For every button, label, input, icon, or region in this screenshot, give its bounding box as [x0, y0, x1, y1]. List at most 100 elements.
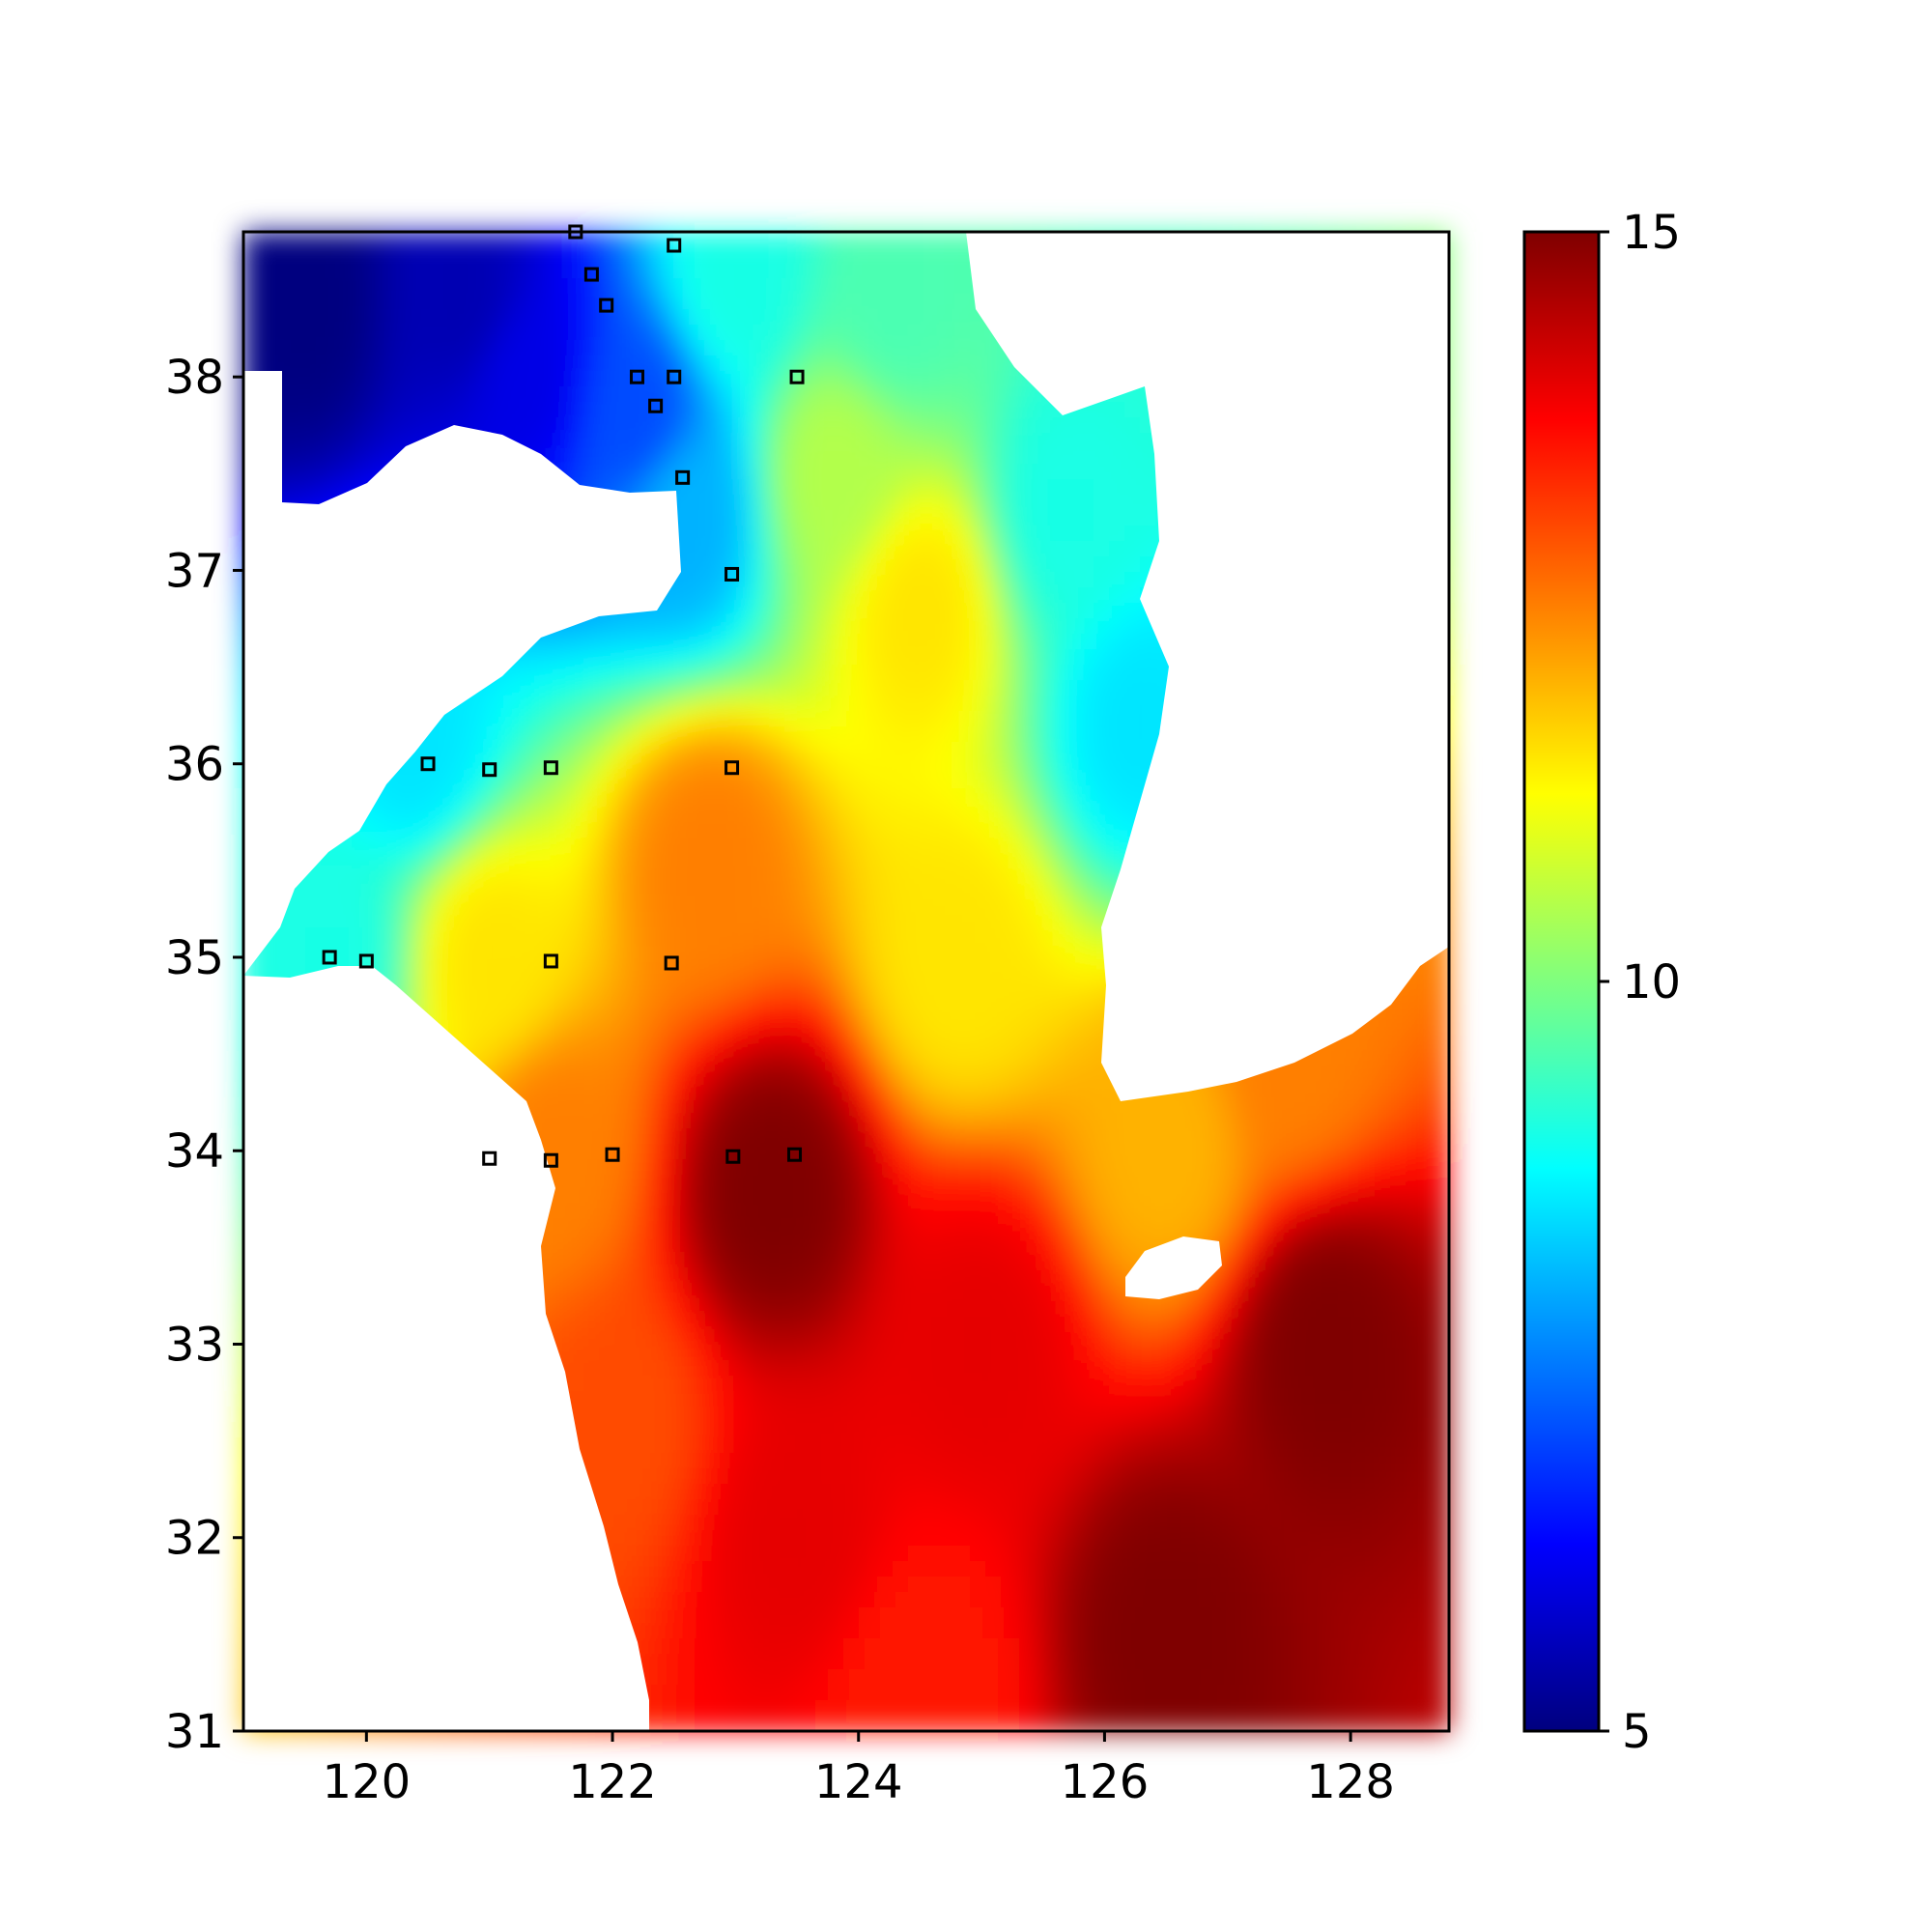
heatmap-cell [954, 943, 971, 959]
heatmap-cell [336, 294, 353, 310]
heatmap-cell [1217, 1190, 1234, 1207]
heatmap-cell [985, 866, 1002, 882]
heatmap-cell [305, 479, 322, 496]
heatmap-cell [1016, 989, 1033, 1006]
heatmap-cell [491, 974, 507, 990]
heatmap-cell [908, 479, 924, 496]
heatmap-cell [553, 1066, 569, 1083]
heatmap-cell [738, 927, 754, 944]
heatmap-cell [815, 866, 832, 882]
heatmap-cell [985, 1175, 1002, 1191]
heatmap-cell [723, 943, 739, 959]
heatmap-cell [522, 742, 538, 758]
heatmap-cell [522, 263, 538, 279]
heatmap-cell [1078, 510, 1094, 526]
heatmap-cell [553, 665, 569, 681]
heatmap-cell [893, 479, 909, 496]
heatmap-cell [723, 773, 739, 789]
heatmap-cell [1356, 1175, 1373, 1191]
heatmap-cell [444, 850, 461, 867]
heatmap-cell [661, 1097, 677, 1114]
heatmap-cell [769, 1051, 785, 1067]
heatmap-cell [831, 417, 847, 434]
heatmap-cell [1001, 866, 1017, 882]
heatmap-cell [599, 355, 615, 372]
heatmap-cell [831, 680, 847, 696]
heatmap-cell [522, 819, 538, 836]
heatmap-cell [243, 247, 260, 264]
heatmap-cell [506, 680, 523, 696]
heatmap-cell [1109, 680, 1125, 696]
heatmap-cell [1202, 1206, 1218, 1222]
heatmap-cell [1279, 1097, 1295, 1114]
heatmap-cell [753, 510, 770, 526]
heatmap-cell [831, 309, 847, 326]
heatmap-cell [1032, 757, 1048, 774]
heatmap-cell [1248, 1190, 1264, 1207]
heatmap-cell [583, 1175, 600, 1191]
heatmap-cell [1109, 757, 1125, 774]
heatmap-cell [599, 371, 615, 387]
heatmap-cell [939, 1051, 955, 1067]
heatmap-cell [661, 1128, 677, 1145]
heatmap-cell [1016, 448, 1033, 465]
heatmap-cell [815, 541, 832, 557]
heatmap-cell [692, 386, 708, 403]
heatmap-cell [970, 618, 986, 635]
heatmap-cell [753, 1005, 770, 1021]
heatmap-cell [491, 835, 507, 851]
heatmap-cell [645, 726, 662, 743]
heatmap-cell [1094, 757, 1110, 774]
heatmap-cell [1001, 495, 1017, 511]
heatmap-cell [1047, 618, 1064, 635]
heatmap-cell [568, 711, 584, 727]
heatmap-cell [723, 464, 739, 480]
heatmap-cell [1124, 665, 1141, 681]
heatmap-cell [753, 541, 770, 557]
heatmap-cell [707, 896, 724, 913]
heatmap-cell [970, 402, 986, 418]
heatmap-cell [1248, 1206, 1264, 1222]
heatmap-cell [1279, 1175, 1295, 1191]
heatmap-cell [599, 788, 615, 805]
heatmap-cell [599, 417, 615, 434]
heatmap-cell [939, 1005, 955, 1021]
heatmap-cell [1047, 1066, 1064, 1083]
heatmap-cell [939, 1036, 955, 1052]
heatmap-cell [1016, 572, 1033, 588]
heatmap-cell [336, 371, 353, 387]
heatmap-cell [506, 943, 523, 959]
heatmap-cell [676, 788, 693, 805]
heatmap-cell [475, 804, 492, 820]
heatmap-cell [970, 1020, 986, 1037]
heatmap-cell [893, 294, 909, 310]
heatmap-cell [661, 402, 677, 418]
heatmap-cell [583, 1036, 600, 1052]
heatmap-cell [692, 835, 708, 851]
heatmap-cell [923, 247, 940, 264]
heatmap-cell [522, 711, 538, 727]
heatmap-cell [769, 680, 785, 696]
heatmap-cell [846, 1066, 863, 1083]
heatmap-cell [444, 804, 461, 820]
heatmap-cell [568, 866, 584, 882]
heatmap-cell [784, 1144, 801, 1160]
heatmap-cell [383, 912, 399, 928]
heatmap-cell [614, 958, 631, 975]
heatmap-cell [908, 742, 924, 758]
heatmap-cell [831, 958, 847, 975]
heatmap-cell [738, 294, 754, 310]
heatmap-cell [970, 1036, 986, 1052]
heatmap-cell [692, 309, 708, 326]
heatmap-cell [707, 1190, 724, 1207]
heatmap-cell [553, 989, 569, 1006]
heatmap-cell [893, 278, 909, 295]
heatmap-cell [1341, 1051, 1357, 1067]
heatmap-cell [475, 402, 492, 418]
heatmap-cell [661, 386, 677, 403]
heatmap-cell [815, 386, 832, 403]
heatmap-cell [444, 247, 461, 264]
heatmap-cell [877, 788, 894, 805]
heatmap-cell [815, 572, 832, 588]
heatmap-cell [1356, 1190, 1373, 1207]
